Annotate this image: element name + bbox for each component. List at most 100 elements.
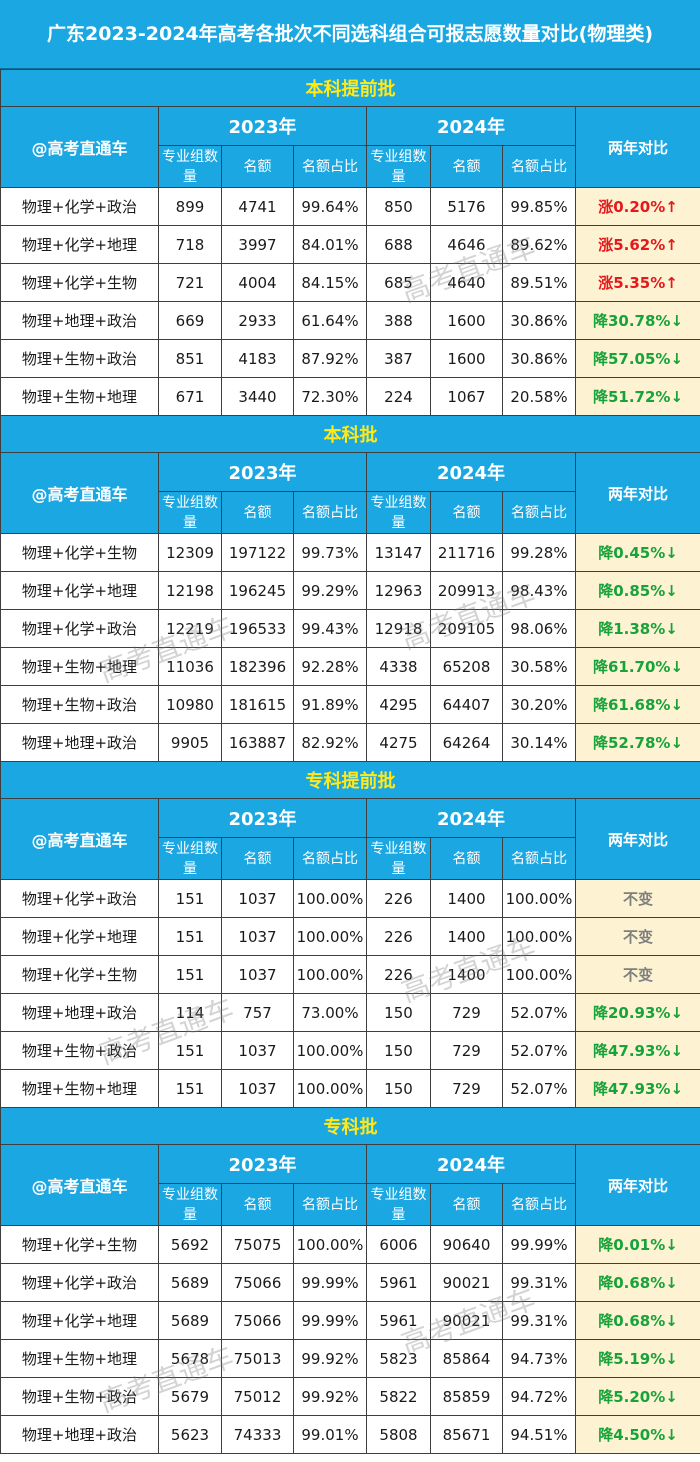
ratio-2023-cell: 99.73%: [293, 533, 367, 572]
col-ratio-header: 名额占比: [502, 837, 576, 880]
compare-cell: 降47.93%↓: [575, 1069, 700, 1108]
table-row: 物理+地理+政治 669 2933 61.64% 388 1600 30.86% 降30.78…: [0, 301, 700, 340]
groups-2024-cell: 688: [366, 225, 431, 264]
compare-cell: 降51.72%↓: [575, 377, 700, 416]
groups-2023-cell: 721: [158, 263, 222, 302]
quota-2024-cell: 209913: [430, 571, 503, 610]
ratio-2023-cell: 99.99%: [293, 1263, 367, 1302]
subject-combo-cell: 物理+生物+地理: [0, 1339, 159, 1378]
subject-combo-cell: 物理+生物+政治: [0, 1031, 159, 1070]
groups-2023-cell: 671: [158, 377, 222, 416]
subject-combo-cell: 物理+生物+地理: [0, 377, 159, 416]
subject-combo-cell: 物理+化学+生物: [0, 263, 159, 302]
quota-2023-cell: 75066: [221, 1301, 294, 1340]
table-row: 物理+化学+政治 151 1037 100.00% 226 1400 100.00% 不变: [0, 879, 700, 918]
quota-2024-cell: 64407: [430, 685, 503, 724]
quota-2023-cell: 74333: [221, 1415, 294, 1454]
header-row: @高考直通车 2023年 2024年 两年对比: [0, 1144, 700, 1226]
ratio-2024-cell: 100.00%: [502, 879, 576, 918]
ratio-2024-cell: 99.31%: [502, 1301, 576, 1340]
year-2023-header: 2023年: [158, 798, 367, 838]
col-groups-header: 专业组数量: [366, 837, 431, 880]
table-row: 物理+化学+政治 5689 75066 99.99% 5961 90021 99.31% 降0…: [0, 1263, 700, 1302]
ratio-2024-cell: 98.06%: [502, 609, 576, 648]
groups-2024-cell: 226: [366, 879, 431, 918]
compare-cell: 不变: [575, 917, 700, 956]
subject-combo-cell: 物理+化学+地理: [0, 225, 159, 264]
col-ratio-header: 名额占比: [293, 491, 367, 534]
compare-cell: 降0.01%↓: [575, 1225, 700, 1264]
ratio-2024-cell: 52.07%: [502, 1031, 576, 1070]
ratio-2024-cell: 99.31%: [502, 1263, 576, 1302]
groups-2023-cell: 114: [158, 993, 222, 1032]
year-2024-header: 2024年: [366, 106, 576, 146]
ratio-2024-cell: 30.86%: [502, 301, 576, 340]
quota-2024-cell: 85864: [430, 1339, 503, 1378]
col-quota-header: 名额: [430, 145, 503, 188]
page-title: 广东2023-2024年高考各批次不同选科组合可报志愿数量对比(物理类): [0, 0, 700, 69]
groups-2024-cell: 6006: [366, 1225, 431, 1264]
subheader-row: 专业组数量 名额 名额占比 专业组数量 名额 名额占比: [1, 145, 700, 188]
ratio-2023-cell: 72.30%: [293, 377, 367, 416]
col-quota-header: 名额: [430, 491, 503, 534]
ratio-2024-cell: 89.51%: [502, 263, 576, 302]
compare-cell: 降1.38%↓: [575, 609, 700, 648]
ratio-2023-cell: 82.92%: [293, 723, 367, 762]
year-2023-header: 2023年: [158, 106, 367, 146]
quota-2023-cell: 1037: [221, 879, 294, 918]
quota-2024-cell: 65208: [430, 647, 503, 686]
quota-2024-cell: 85859: [430, 1377, 503, 1416]
quota-2024-cell: 1600: [430, 301, 503, 340]
groups-2023-cell: 9905: [158, 723, 222, 762]
subject-combo-cell: 物理+化学+政治: [0, 879, 159, 918]
quota-2023-cell: 757: [221, 993, 294, 1032]
groups-2024-cell: 4295: [366, 685, 431, 724]
ratio-2023-cell: 100.00%: [293, 1031, 367, 1070]
subject-combo-cell: 物理+地理+政治: [0, 993, 159, 1032]
groups-2023-cell: 899: [158, 187, 222, 226]
batch-title: 专科批: [0, 1107, 700, 1145]
table-row: 物理+地理+政治 5623 74333 99.01% 5808 85671 94.51% 降4…: [0, 1415, 700, 1454]
quota-2023-cell: 75075: [221, 1225, 294, 1264]
ratio-2023-cell: 87.92%: [293, 339, 367, 378]
groups-2024-cell: 388: [366, 301, 431, 340]
quota-2023-cell: 75013: [221, 1339, 294, 1378]
subject-combo-cell: 物理+化学+生物: [0, 1225, 159, 1264]
col-quota-header: 名额: [221, 1183, 294, 1226]
groups-2024-cell: 150: [366, 1031, 431, 1070]
table-row: 物理+生物+地理 5678 75013 99.92% 5823 85864 94.73% 降5…: [0, 1339, 700, 1378]
ratio-2023-cell: 100.00%: [293, 917, 367, 956]
quota-2024-cell: 729: [430, 993, 503, 1032]
compare-cell: 降20.93%↓: [575, 993, 700, 1032]
groups-2023-cell: 5689: [158, 1263, 222, 1302]
compare-cell: 涨5.35%↑: [575, 263, 700, 302]
col-ratio-header: 名额占比: [293, 837, 367, 880]
quota-2024-cell: 90640: [430, 1225, 503, 1264]
groups-2024-cell: 150: [366, 1069, 431, 1108]
subheader-row: 专业组数量 名额 名额占比 专业组数量 名额 名额占比: [1, 1183, 700, 1226]
ratio-2023-cell: 99.29%: [293, 571, 367, 610]
ratio-2023-cell: 73.00%: [293, 993, 367, 1032]
batch-title-row: 专科提前批: [0, 761, 700, 799]
table-row: 物理+化学+生物 151 1037 100.00% 226 1400 100.00% 不变: [0, 955, 700, 994]
ratio-2024-cell: 100.00%: [502, 955, 576, 994]
groups-2023-cell: 12198: [158, 571, 222, 610]
quota-2023-cell: 196245: [221, 571, 294, 610]
col-quota-header: 名额: [430, 1183, 503, 1226]
subject-combo-cell: 物理+化学+地理: [0, 917, 159, 956]
subject-combo-cell: 物理+化学+政治: [0, 187, 159, 226]
compare-cell: 降30.78%↓: [575, 301, 700, 340]
table-row: 物理+地理+政治 114 757 73.00% 150 729 52.07% 降20.93%↓: [0, 993, 700, 1032]
brand-label: @高考直通车: [0, 798, 159, 880]
groups-2024-cell: 226: [366, 955, 431, 994]
groups-2024-cell: 5961: [366, 1263, 431, 1302]
comparison-table: 本科提前批 @高考直通车 2023年 2024年 两年对比 专业组数量 名额 名额占比 专业组数…: [0, 69, 700, 1454]
quota-2024-cell: 5176: [430, 187, 503, 226]
compare-cell: 降0.45%↓: [575, 533, 700, 572]
subject-combo-cell: 物理+地理+政治: [0, 301, 159, 340]
quota-2024-cell: 4646: [430, 225, 503, 264]
subheader-row: 专业组数量 名额 名额占比 专业组数量 名额 名额占比: [1, 491, 700, 534]
subject-combo-cell: 物理+生物+政治: [0, 339, 159, 378]
quota-2023-cell: 75012: [221, 1377, 294, 1416]
year-2024-header: 2024年: [366, 798, 576, 838]
